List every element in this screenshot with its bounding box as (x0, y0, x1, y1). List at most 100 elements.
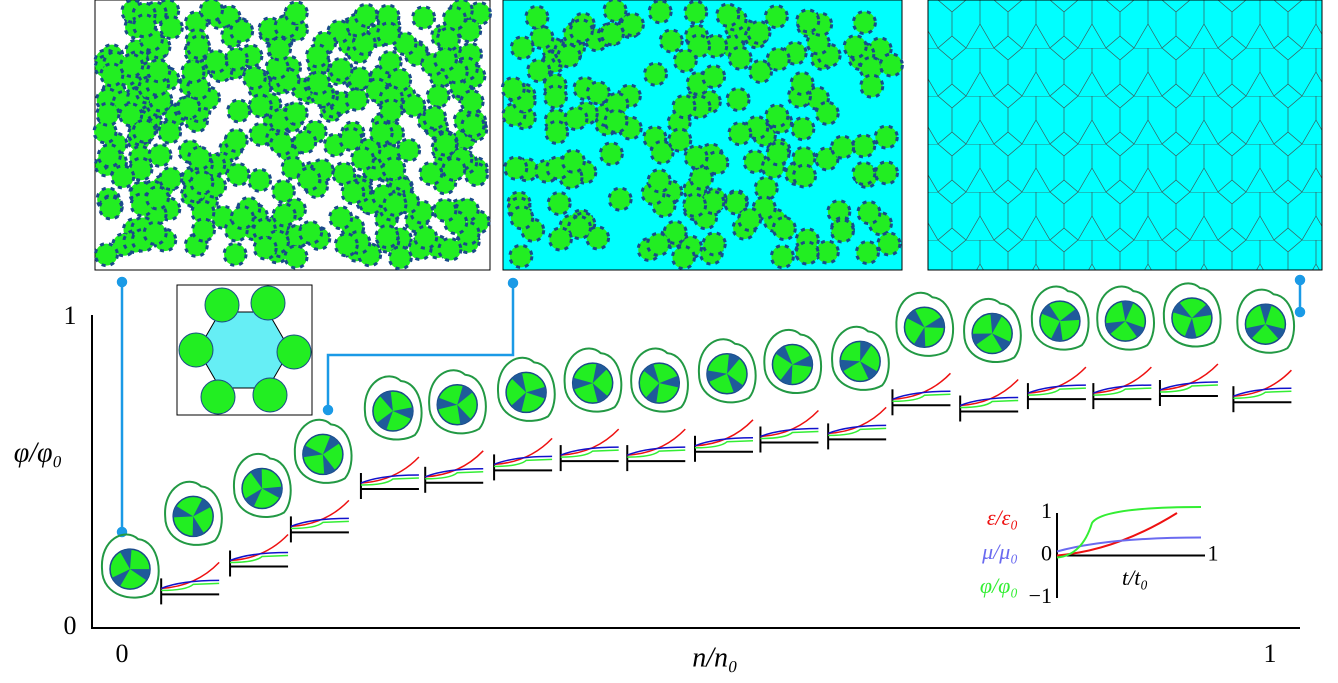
x-tick-label: 1 (1264, 639, 1277, 668)
disk (330, 207, 352, 229)
inset-y-tick-label: 0 (1041, 541, 1052, 566)
disk (249, 169, 271, 191)
disk (729, 47, 751, 69)
disk (134, 15, 156, 37)
disk (505, 157, 527, 179)
disk (605, 110, 627, 132)
inset-x-label: t/t₀ (1122, 565, 1148, 590)
disk (335, 234, 357, 256)
mini-timeseries (828, 407, 886, 449)
disk (816, 102, 838, 124)
disk (300, 221, 322, 243)
disk (435, 133, 457, 155)
disk (649, 1, 671, 23)
disk (685, 146, 707, 168)
disk (160, 17, 182, 39)
inset-legend-label: φ/φ₀ (980, 573, 1018, 598)
disk (511, 207, 533, 229)
x-axis-label: n/n₀ (692, 642, 738, 673)
disk (443, 158, 465, 180)
disk (403, 95, 425, 117)
disk (351, 148, 373, 170)
disk (189, 147, 211, 169)
disk (669, 129, 691, 151)
disk (112, 166, 134, 188)
disk (427, 85, 449, 107)
figure: φ/φ₀ n/n₀ 010110−11t/t₀ε/ε₀μ/μ₀φ/φ₀ (0, 0, 1338, 683)
inset-legend-label: ε/ε₀ (987, 505, 1018, 530)
disk (376, 226, 398, 248)
mini-curve (828, 407, 886, 433)
disk (378, 23, 400, 45)
disk (144, 222, 166, 244)
mini-timeseries (561, 429, 619, 471)
disk (398, 139, 420, 161)
disk (148, 60, 170, 82)
disk (228, 100, 250, 122)
disk (861, 75, 883, 97)
mini-curve (1160, 364, 1218, 390)
disk (191, 172, 213, 194)
disk (306, 45, 328, 67)
disk (511, 37, 533, 59)
mini-timeseries (1093, 367, 1151, 409)
disk (502, 78, 524, 100)
disk (767, 48, 789, 70)
disk (231, 207, 253, 229)
disk (546, 121, 568, 143)
y-axis-label: φ/φ₀ (14, 437, 63, 468)
inset-legend-label: μ/μ₀ (981, 539, 1018, 564)
disk (462, 114, 484, 136)
disk (231, 20, 253, 42)
disk (254, 237, 276, 259)
disk (792, 118, 814, 140)
connector (328, 283, 513, 410)
mini-timeseries (892, 373, 950, 415)
mini-curve (1093, 367, 1151, 393)
disk (100, 197, 122, 219)
disk (685, 1, 707, 23)
mini-timeseries (627, 429, 685, 471)
inset-curve (1057, 507, 1201, 558)
disk (227, 164, 249, 186)
mini-curve (627, 429, 685, 455)
disk (548, 192, 570, 214)
disk (192, 219, 214, 241)
disk (875, 126, 897, 148)
mini-curve (494, 438, 552, 464)
disk (832, 136, 854, 158)
disk (601, 23, 623, 45)
disk (644, 63, 666, 85)
disk (225, 129, 247, 151)
disk (816, 241, 838, 263)
disk (415, 226, 437, 248)
inset-x-tick-label: 1 (1208, 541, 1219, 566)
disk (853, 135, 875, 157)
mini-curve (760, 411, 818, 437)
mini-curve (291, 500, 349, 526)
disk (727, 88, 749, 110)
disk (767, 143, 789, 165)
disk (558, 45, 580, 67)
disk (439, 238, 461, 260)
mini-timeseries (361, 457, 419, 499)
disk (703, 66, 725, 88)
disk (243, 67, 265, 89)
disk (384, 193, 406, 215)
disk (600, 143, 622, 165)
disk (528, 60, 550, 82)
disk (285, 102, 307, 124)
disk (526, 6, 548, 28)
disk (98, 145, 120, 167)
mini-curve (960, 380, 1018, 406)
disk (298, 168, 320, 190)
mini-curve (161, 562, 219, 588)
disk (205, 50, 227, 72)
disk (510, 245, 532, 267)
disk (755, 177, 777, 199)
mini-timeseries (291, 500, 349, 542)
x-tick-label: 0 (116, 639, 129, 668)
disk (121, 54, 143, 76)
disk (703, 233, 725, 255)
mini-timeseries (1028, 367, 1086, 409)
